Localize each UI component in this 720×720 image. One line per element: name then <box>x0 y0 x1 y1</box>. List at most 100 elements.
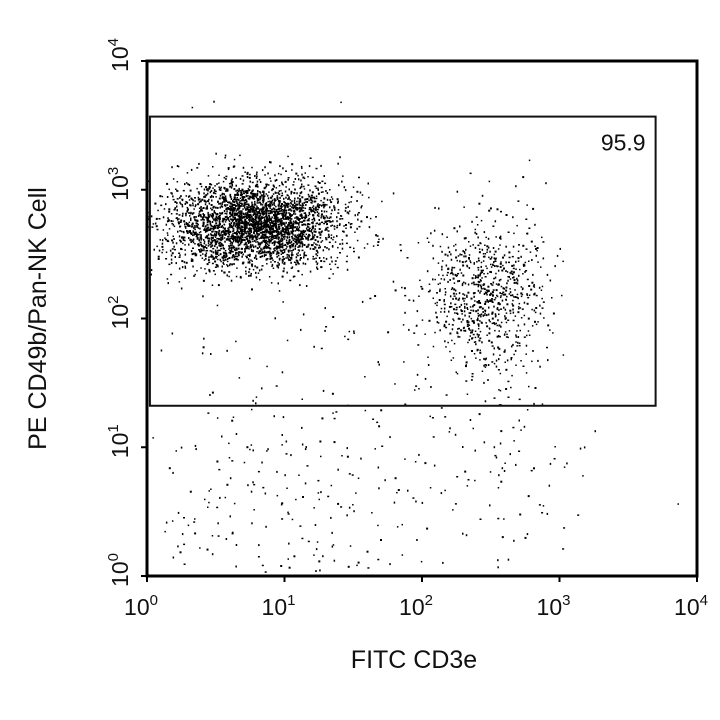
data-point <box>175 188 177 190</box>
data-point <box>494 323 496 326</box>
data-point <box>281 502 284 505</box>
y-tick-label: 101 <box>105 424 133 458</box>
data-point <box>525 344 528 347</box>
data-point <box>270 227 272 229</box>
data-point <box>193 208 195 210</box>
data-point <box>294 238 296 240</box>
data-point <box>331 545 334 548</box>
data-point <box>228 246 231 248</box>
data-point <box>222 247 225 250</box>
data-point <box>150 273 152 276</box>
data-point <box>505 270 507 272</box>
data-point <box>490 266 493 268</box>
data-point <box>330 516 332 519</box>
data-point <box>247 254 250 256</box>
data-point <box>326 192 329 195</box>
data-point <box>329 206 331 209</box>
data-point <box>218 468 221 471</box>
data-point <box>240 242 242 245</box>
data-point <box>245 255 247 258</box>
data-point <box>223 227 226 230</box>
data-point <box>234 255 237 258</box>
data-point <box>272 224 275 226</box>
data-point <box>316 541 319 543</box>
data-point <box>337 201 339 204</box>
data-point <box>295 498 297 501</box>
data-point <box>242 190 245 193</box>
data-point <box>509 453 511 456</box>
data-point <box>313 345 315 348</box>
data-point <box>243 225 246 228</box>
data-point <box>219 244 222 247</box>
data-point <box>281 249 283 252</box>
data-point <box>439 288 441 291</box>
data-point <box>235 240 237 243</box>
data-point <box>453 342 456 345</box>
data-point <box>497 487 500 489</box>
data-point <box>282 167 284 170</box>
data-point <box>233 248 236 251</box>
data-point <box>184 223 186 226</box>
data-point <box>260 203 262 206</box>
data-point <box>229 243 232 245</box>
data-point <box>275 210 278 213</box>
data-point <box>346 514 348 517</box>
data-point <box>184 225 187 228</box>
data-point <box>466 265 469 268</box>
data-point <box>404 311 406 314</box>
data-point <box>224 252 227 255</box>
data-point <box>508 256 511 259</box>
data-point <box>244 226 247 229</box>
data-point <box>177 545 179 548</box>
data-point <box>531 281 534 284</box>
data-point <box>246 245 249 248</box>
data-point <box>523 336 526 338</box>
data-point <box>313 248 316 250</box>
data-point <box>278 259 281 261</box>
data-point <box>500 321 503 324</box>
data-point <box>161 239 164 242</box>
data-point <box>303 201 305 204</box>
data-point <box>299 204 302 206</box>
data-point <box>273 231 275 233</box>
data-point <box>171 166 173 169</box>
data-point <box>188 225 191 227</box>
data-point <box>231 532 234 535</box>
data-point <box>233 209 236 211</box>
data-point <box>475 275 477 278</box>
data-point <box>400 249 402 252</box>
data-point <box>259 181 262 183</box>
data-point <box>445 346 447 348</box>
data-point <box>508 330 511 332</box>
data-point <box>513 276 515 279</box>
data-point <box>207 226 210 229</box>
data-point <box>481 370 484 372</box>
data-point <box>510 386 512 389</box>
data-point <box>233 246 235 249</box>
data-point <box>326 204 328 206</box>
data-point <box>318 182 321 184</box>
data-point <box>294 234 296 237</box>
data-point <box>286 227 289 230</box>
data-point <box>283 200 285 203</box>
data-point <box>232 200 234 202</box>
data-point <box>203 259 206 261</box>
data-point <box>517 297 519 300</box>
data-point <box>542 301 545 303</box>
data-point <box>172 195 174 198</box>
data-point <box>254 213 257 215</box>
data-point <box>258 210 261 213</box>
data-point <box>523 425 526 428</box>
data-point <box>427 364 430 366</box>
data-point <box>164 237 166 239</box>
data-point <box>579 447 582 450</box>
data-point <box>515 334 517 337</box>
data-point <box>180 219 183 222</box>
data-point <box>500 238 502 240</box>
data-point <box>259 202 261 204</box>
data-point <box>520 286 523 288</box>
data-point <box>263 255 266 258</box>
data-point <box>271 208 274 211</box>
data-point <box>256 184 258 187</box>
data-point <box>294 247 296 250</box>
